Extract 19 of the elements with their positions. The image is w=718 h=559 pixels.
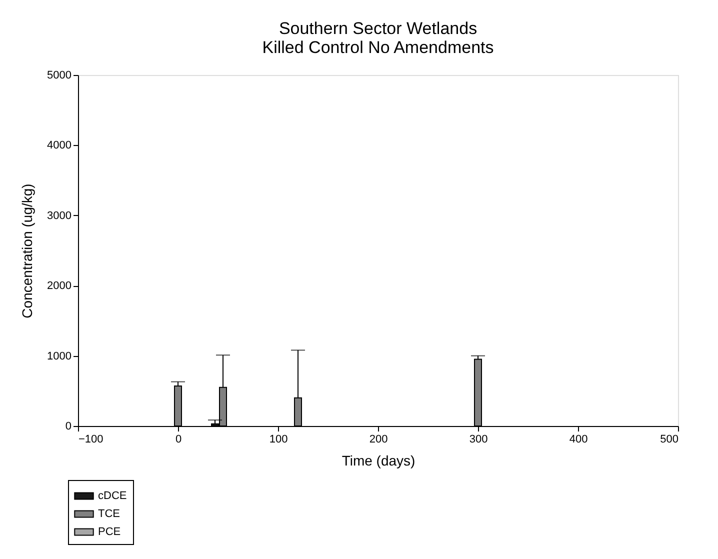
y-tick-label: 1000 [47, 350, 72, 362]
legend-label: TCE [98, 508, 120, 520]
chart-title: Southern Sector Wetlands Killed Control No Amendments [262, 19, 494, 57]
y-tick-label: 4000 [47, 140, 72, 152]
x-tick-label: −100 [78, 434, 104, 446]
x-tick-label: 0 [175, 434, 182, 446]
legend-label: PCE [98, 526, 121, 538]
x-tick-label: 100 [269, 434, 288, 446]
y-tick-label: 0 [65, 420, 72, 432]
y-tick-label: 2000 [47, 280, 72, 292]
x-axis-title: Time (days) [342, 452, 416, 468]
x-tick-label: 500 [660, 434, 678, 446]
x-tick-label: 300 [469, 434, 488, 446]
x-tick-label: 400 [569, 434, 588, 446]
y-tick-label: 3000 [47, 210, 72, 222]
x-tick-label: 200 [369, 434, 388, 446]
y-axis-title: Concentration (ug/kg) [19, 184, 36, 318]
y-tick-label: 5000 [47, 70, 72, 82]
legend-label: cDCE [98, 490, 127, 502]
